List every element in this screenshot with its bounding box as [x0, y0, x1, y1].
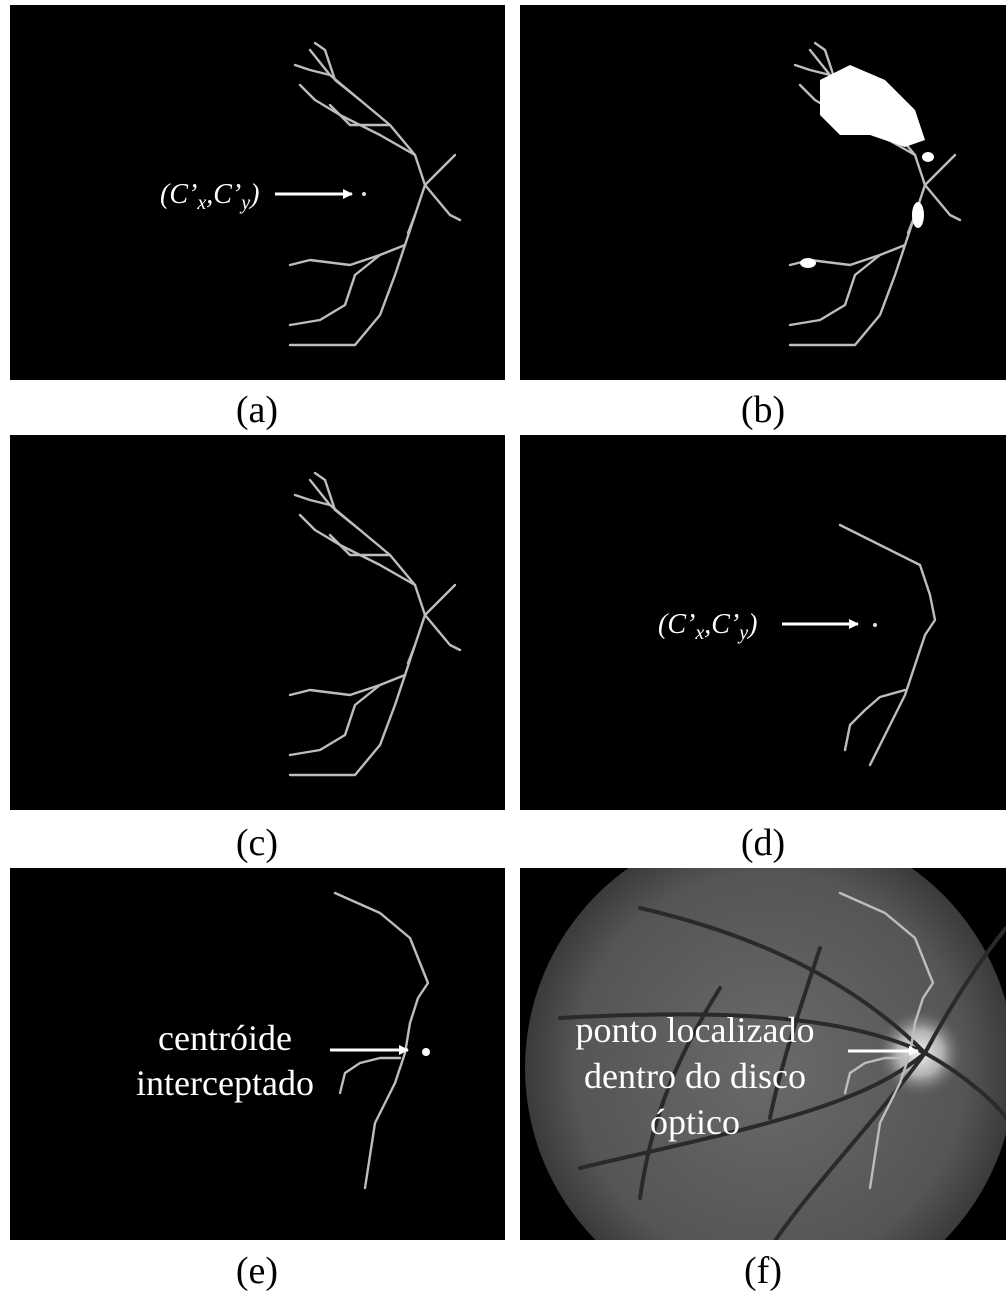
annotation: dentro do disco [584, 1056, 806, 1096]
figure: (C’x,C’y) (a) (b) (c) (C’x,C’y) (d) cent… [0, 0, 1006, 1293]
caption: (a) [236, 389, 278, 431]
caption: (b) [741, 389, 785, 431]
caption: (d) [741, 822, 785, 864]
annotation: óptico [650, 1102, 740, 1142]
caption: (f) [744, 1250, 782, 1292]
panel-a: (C’x,C’y) [10, 5, 505, 380]
panel-d: (C’x,C’y) [520, 435, 1006, 810]
panel-b [520, 5, 1006, 380]
annotation: interceptado [136, 1063, 314, 1103]
caption: (e) [236, 1250, 278, 1292]
caption: (c) [236, 822, 278, 864]
annotation: centróide [158, 1018, 292, 1058]
panel-c [10, 435, 505, 810]
annotation: ponto localizado [576, 1010, 815, 1050]
